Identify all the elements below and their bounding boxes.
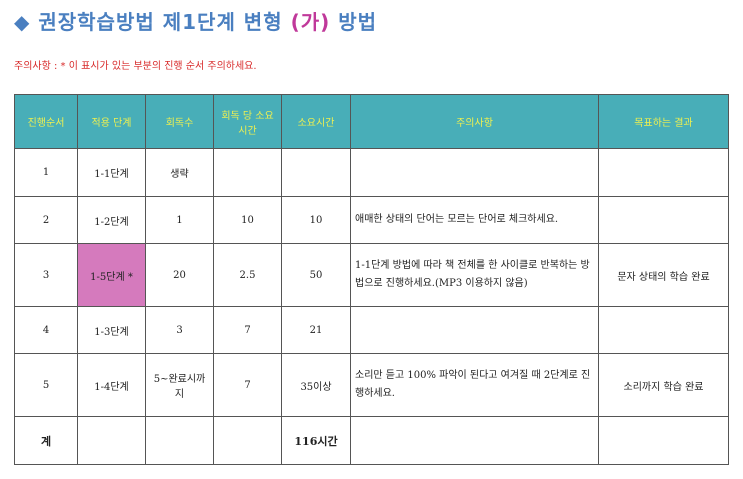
table-cell: 생략 (145, 148, 214, 197)
table-cell: 1-2단계 (77, 196, 146, 244)
table-cell (77, 416, 146, 465)
table-cell: 1-1단계 방법에 따라 책 전체를 한 사이클로 반복하는 방법으로 진행하세… (350, 243, 599, 307)
title-tail: 방법 (338, 10, 378, 34)
table-row: 5 1-4단계 5~완료시까지 7 35이상 소리만 듣고 100% 파악이 된다고 여겨… (14, 353, 729, 417)
table-cell: 5~완료시까지 (145, 353, 214, 417)
table-cell: 1-4단계 (77, 353, 146, 417)
table-row: 3 1-5단계 * 20 2.5 50 1-1단계 방법에 따라 책 전체를 한 사이클로… (14, 243, 729, 307)
table-cell: 계 (14, 416, 78, 465)
table-cell (598, 148, 729, 197)
column-header: 적용 단계 (77, 94, 146, 149)
table-cell: 21 (281, 306, 351, 354)
table-cell: 20 (145, 243, 214, 307)
table-cell: 2 (14, 196, 78, 244)
table-cell: 1-5단계 * (77, 243, 146, 307)
table-cell (598, 306, 729, 354)
column-header: 진행순서 (14, 94, 78, 149)
table-row: 2 1-2단계 1 10 10 애매한 상태의 단어는 모르는 단어로 체크하세요. (14, 196, 729, 244)
table-cell: 문자 상태의 학습 완료 (598, 243, 729, 307)
table-cell: 1-3단계 (77, 306, 146, 354)
column-header: 주의사항 (350, 94, 599, 149)
table-cell: 소리만 듣고 100% 파악이 된다고 여겨질 때 2단계로 진행하세요. (350, 353, 599, 417)
table-cell (350, 306, 599, 354)
column-header: 소요시간 (281, 94, 351, 149)
table-cell (281, 148, 351, 197)
table-cell: 35이상 (281, 353, 351, 417)
table-row: 4 1-3단계 3 7 21 (14, 306, 729, 354)
title-accent: (가) (290, 10, 331, 34)
table-cell (598, 196, 729, 244)
column-header: 회독 당 소요시간 (213, 94, 282, 149)
table-cell: 7 (213, 306, 282, 354)
table-cell (598, 416, 729, 465)
diamond-icon: ◆ (14, 10, 31, 34)
column-header: 목표하는 결과 (598, 94, 729, 149)
table-cell: 1 (145, 196, 214, 244)
table-cell (145, 416, 214, 465)
table-cell (350, 416, 599, 465)
table-cell: 3 (14, 243, 78, 307)
page-title: ◆ 권장학습방법 제1단계 변형 (가) 방법 (14, 6, 377, 35)
table-cell: 2.5 (213, 243, 282, 307)
title-main: 권장학습방법 제1단계 변형 (38, 10, 283, 34)
column-header: 회독수 (145, 94, 214, 149)
table-cell: 소리까지 학습 완료 (598, 353, 729, 417)
table-cell: 1 (14, 148, 78, 197)
table-cell: 1-1단계 (77, 148, 146, 197)
table-cell: 4 (14, 306, 78, 354)
header-row: 진행순서 적용 단계 회독수 회독 당 소요시간 소요시간 주의사항 목표하는 결과 (14, 94, 729, 149)
table-cell: 5 (14, 353, 78, 417)
caution-note: 주의사항 : * 이 표시가 있는 부분의 진행 순서 주의하세요. (14, 61, 257, 72)
table-cell (350, 148, 599, 197)
table-cell: 3 (145, 306, 214, 354)
total-row: 계 116시간 (14, 416, 729, 465)
table-cell: 7 (213, 353, 282, 417)
table-cell: 50 (281, 243, 351, 307)
table-cell: 10 (213, 196, 282, 244)
table-cell: 10 (281, 196, 351, 244)
table-cell: 116시간 (281, 416, 351, 465)
table-cell: 애매한 상태의 단어는 모르는 단어로 체크하세요. (350, 196, 599, 244)
table-row: 1 1-1단계 생략 (14, 148, 729, 197)
study-plan-table: 진행순서 적용 단계 회독수 회독 당 소요시간 소요시간 주의사항 목표하는 결과 1 1-… (14, 94, 729, 465)
table-cell (213, 148, 282, 197)
table-cell (213, 416, 282, 465)
